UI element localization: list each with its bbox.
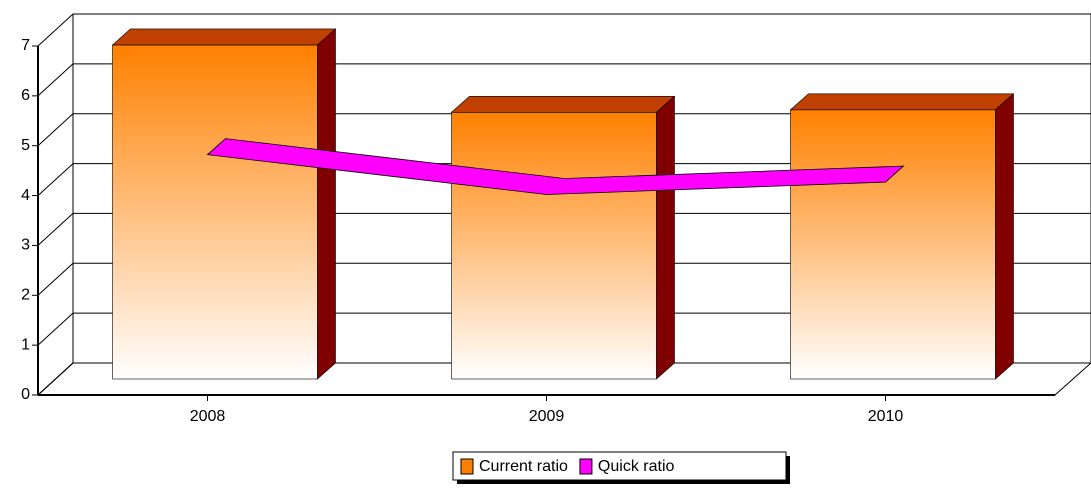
grid-line — [37, 312, 1091, 346]
y-tick-label: 2 — [21, 287, 30, 304]
y-tick-label: 4 — [21, 187, 30, 204]
grid-line — [37, 113, 1091, 147]
y-tick-label: 0 — [21, 386, 30, 403]
bar-side — [995, 93, 1014, 380]
grid-line — [37, 63, 1091, 97]
bar-top — [450, 95, 676, 113]
y-tick-label: 3 — [21, 237, 30, 254]
legend-label: Quick ratio — [598, 458, 675, 475]
legend — [452, 451, 787, 481]
x-tick-label: 2010 — [868, 408, 904, 425]
bar — [790, 109, 996, 380]
y-tick-label: 1 — [21, 336, 30, 353]
legend-swatch — [460, 458, 474, 475]
x-tick-label: 2009 — [529, 408, 565, 425]
grid-line — [37, 262, 1091, 296]
grid-line — [37, 163, 1091, 196]
grid-line — [37, 212, 1091, 246]
bar — [112, 44, 318, 380]
bar — [451, 111, 657, 380]
left-wall — [37, 14, 74, 396]
bar-top — [789, 93, 1015, 111]
line-ribbon — [206, 138, 905, 195]
y-tick-label: 6 — [21, 87, 30, 104]
bar-side — [317, 28, 336, 380]
bar-side — [656, 95, 675, 380]
legend-label: Current ratio — [479, 458, 568, 475]
legend-swatch — [579, 458, 593, 475]
y-tick-label: 7 — [21, 37, 30, 54]
grid-line — [37, 13, 1091, 47]
bar-top — [111, 28, 337, 46]
y-tick-label: 5 — [21, 137, 30, 154]
x-tick-label: 2008 — [190, 408, 226, 425]
